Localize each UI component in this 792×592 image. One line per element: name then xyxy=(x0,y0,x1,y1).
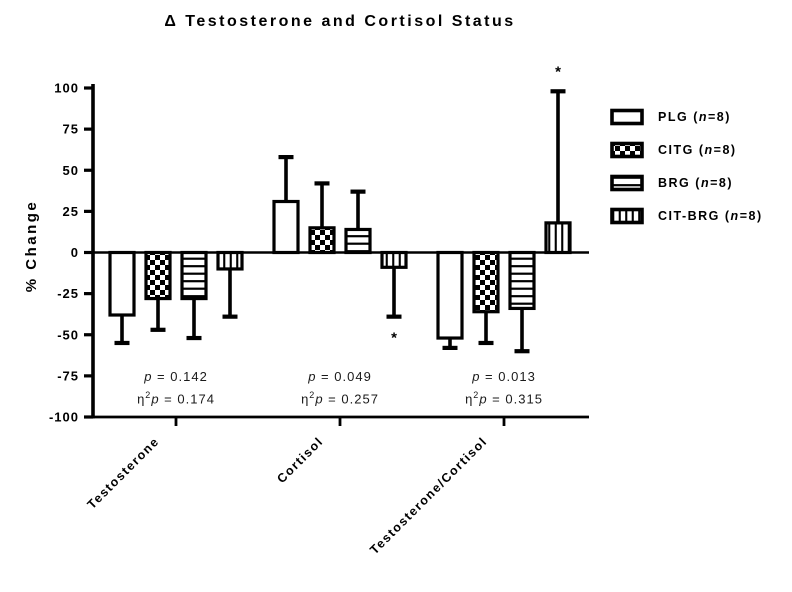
annotation-testosterone: p = 0.142 η2p = 0.174 xyxy=(81,369,271,406)
svg-text:75: 75 xyxy=(63,122,79,137)
annotation-testosterone-cortisol: p = 0.013 η2p = 0.315 xyxy=(409,369,599,406)
legend-label: PLG (n=8) xyxy=(658,110,731,124)
svg-text:*: * xyxy=(391,330,397,347)
svg-text:Testosterone/Cortisol: Testosterone/Cortisol xyxy=(367,434,490,557)
svg-text:-50: -50 xyxy=(57,327,79,342)
legend-label: BRG (n=8) xyxy=(658,176,733,190)
legend: PLG (n=8) CITG (n=8) BRG (n=8) CIT-BRG (… xyxy=(610,108,763,240)
svg-text:Testosterone: Testosterone xyxy=(85,434,162,511)
p-value-line: p = 0.049 xyxy=(308,369,372,384)
svg-text:*: * xyxy=(555,63,561,80)
cit-brg-swatch-icon xyxy=(610,207,644,225)
p-value-line: p = 0.013 xyxy=(472,369,536,384)
svg-text:100: 100 xyxy=(54,81,79,96)
svg-text:-25: -25 xyxy=(57,286,79,301)
eta-squared-line: η2p = 0.257 xyxy=(301,390,379,407)
svg-text:Cortisol: Cortisol xyxy=(274,434,326,486)
plg-swatch-icon xyxy=(610,108,644,126)
svg-text:0: 0 xyxy=(71,245,79,260)
svg-text:-75: -75 xyxy=(57,368,79,383)
citg-swatch-icon xyxy=(610,141,644,159)
legend-item-cit-brg: CIT-BRG (n=8) xyxy=(610,207,763,225)
legend-item-citg: CITG (n=8) xyxy=(610,141,763,159)
annotation-cortisol: p = 0.049 η2p = 0.257 xyxy=(245,369,435,406)
eta-squared-line: η2p = 0.174 xyxy=(137,390,215,407)
legend-item-brg: BRG (n=8) xyxy=(610,174,763,192)
brg-swatch-icon xyxy=(610,174,644,192)
svg-text:50: 50 xyxy=(63,163,79,178)
svg-text:25: 25 xyxy=(63,204,79,219)
legend-item-plg: PLG (n=8) xyxy=(610,108,763,126)
eta-squared-line: η2p = 0.315 xyxy=(465,390,543,407)
legend-label: CIT-BRG (n=8) xyxy=(658,209,763,223)
page-title: Δ Testosterone and Cortisol Status xyxy=(164,13,516,30)
p-value-line: p = 0.142 xyxy=(144,369,208,384)
svg-text:-100: -100 xyxy=(49,410,79,425)
legend-label: CITG (n=8) xyxy=(658,143,737,157)
